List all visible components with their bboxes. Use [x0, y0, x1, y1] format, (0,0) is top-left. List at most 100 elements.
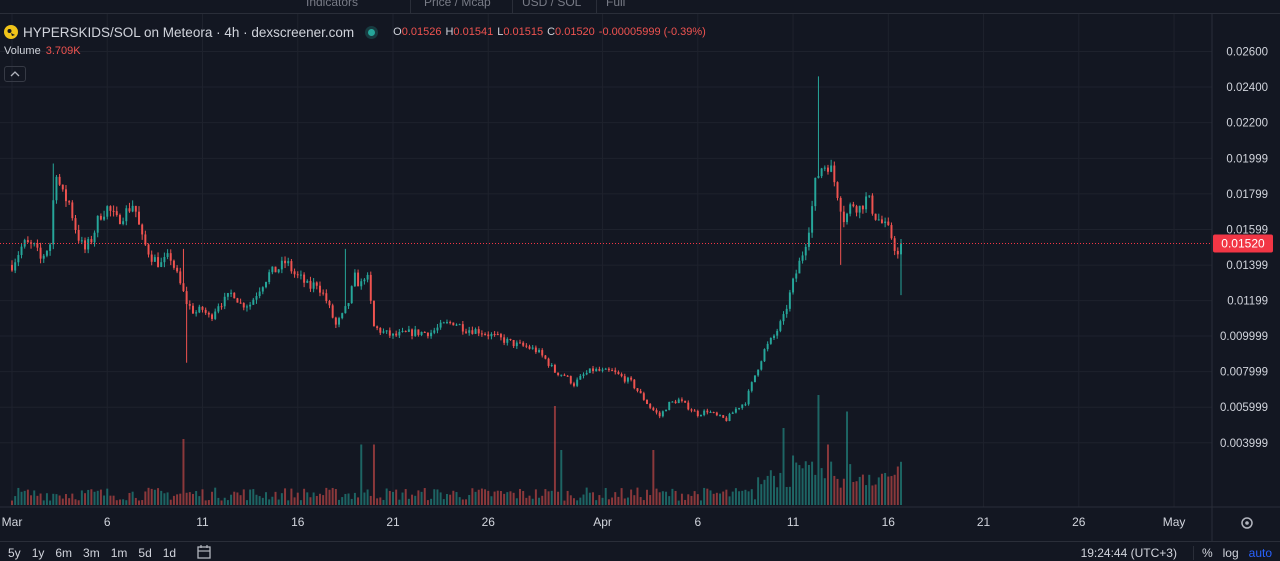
candle-body [30, 242, 33, 244]
volume-bar [557, 491, 560, 505]
volume-bar [639, 497, 642, 505]
candle-body [671, 401, 674, 403]
chart-legend: HYPERSKIDS/SOL on Meteora · 4h · dexscre… [4, 23, 710, 41]
volume-bar [198, 496, 201, 505]
candle-body [855, 206, 858, 213]
candle-body [411, 329, 414, 336]
volume-bar [204, 500, 207, 505]
volume-bar [30, 495, 33, 505]
candle-body [633, 379, 636, 389]
volume-bar [468, 494, 471, 505]
fullscreen-button[interactable]: Full [606, 0, 626, 9]
collapse-legend-button[interactable] [4, 66, 26, 82]
candle-body [487, 334, 490, 337]
volume-bar [341, 497, 344, 505]
auto-toggle[interactable]: auto [1248, 546, 1272, 560]
volume-bar [563, 500, 566, 505]
candle-body [207, 312, 210, 315]
range-5d-button[interactable]: 5d [138, 546, 152, 560]
percent-toggle[interactable]: % [1201, 546, 1213, 560]
usd-sol-toggle[interactable]: USD / SOL [522, 0, 582, 9]
candle-body [588, 368, 591, 373]
volume-bar [439, 492, 442, 505]
x-tick-label: May [1163, 515, 1186, 529]
candle-body [680, 399, 683, 401]
candle-body [280, 260, 283, 270]
candle-body [42, 255, 45, 259]
candle-body [506, 338, 509, 343]
range-3m-button[interactable]: 3m [83, 546, 100, 560]
candle-body [198, 306, 201, 313]
candle-body [115, 211, 118, 216]
candle-body [747, 390, 750, 405]
candle-body [103, 216, 106, 220]
volume-bar [420, 491, 423, 505]
toolbar-divider [596, 0, 597, 13]
candle-body [138, 211, 140, 225]
volume-bar [642, 500, 645, 505]
indicators-button[interactable]: Indicators [306, 0, 359, 9]
volume-bar [385, 488, 388, 505]
candle-body [242, 303, 245, 308]
volume-bar [823, 478, 826, 505]
range-6m-button[interactable]: 6m [55, 546, 73, 560]
candle-body [874, 213, 877, 220]
candle-body [769, 337, 772, 344]
volume-bar [636, 487, 639, 505]
range-buttons: 5y 1y 6m 3m 1m 5d 1d [8, 546, 187, 560]
volume-bar [646, 489, 648, 505]
candle-body [830, 165, 833, 172]
calendar-icon[interactable] [195, 544, 213, 560]
x-tick-label: Apr [593, 515, 612, 529]
volume-bar [626, 497, 629, 505]
log-toggle[interactable]: log [1222, 546, 1239, 560]
volume-bar [214, 487, 217, 505]
time-axis-settings-icon[interactable] [1241, 517, 1253, 529]
candle-body [715, 412, 718, 416]
candle-body [14, 262, 17, 271]
candle-body [807, 232, 810, 247]
range-1d-button[interactable]: 1d [162, 546, 177, 560]
candle-body [522, 342, 525, 346]
y-tick-label: 0.009999 [1220, 331, 1268, 343]
candle-body [360, 281, 363, 287]
candle-body [150, 254, 153, 262]
candle-body [334, 317, 337, 325]
candle-body [636, 388, 639, 391]
price-chart[interactable]: 0.02600 0.02400 0.02200 0.01999 0.01799 0.015… [0, 14, 1280, 541]
candle-body [398, 331, 401, 336]
volume-bar [795, 462, 798, 505]
candle-body [839, 197, 842, 212]
volume-bar [760, 484, 763, 505]
range-1y-button[interactable]: 1y [31, 546, 45, 560]
candle-body [572, 383, 575, 386]
candle-body [814, 177, 817, 207]
range-5y-button[interactable]: 5y [8, 546, 21, 560]
candle-body [871, 195, 874, 214]
volume-bar [741, 490, 744, 505]
y-tick-label: 0.01599 [1226, 224, 1268, 236]
clock[interactable]: 19:24:44 (UTC+3) [1080, 546, 1177, 560]
candle-body [687, 402, 690, 410]
candle-body [515, 342, 518, 347]
volume-bar [706, 488, 709, 505]
volume-bar [217, 497, 220, 505]
volume-bar [528, 495, 531, 505]
candle-body [64, 189, 67, 202]
candle-body [223, 296, 226, 307]
volume-bar [649, 495, 652, 505]
candle-body [401, 330, 404, 332]
volume-bar [852, 482, 855, 505]
candle-body [134, 205, 137, 212]
volume-bar [388, 490, 391, 505]
symbol-title[interactable]: HYPERSKIDS/SOL on Meteora · 4h · dexscre… [23, 24, 355, 40]
candle-body [601, 369, 604, 371]
range-1m-button[interactable]: 1m [110, 546, 128, 560]
candle-body [268, 272, 271, 283]
volume-bar [671, 488, 674, 505]
candle-body [617, 372, 620, 375]
chart-grid [0, 14, 1212, 507]
volume-bar [14, 496, 17, 505]
price-mcap-toggle[interactable]: Price / Mcap [424, 0, 491, 9]
candle-body [563, 374, 566, 376]
